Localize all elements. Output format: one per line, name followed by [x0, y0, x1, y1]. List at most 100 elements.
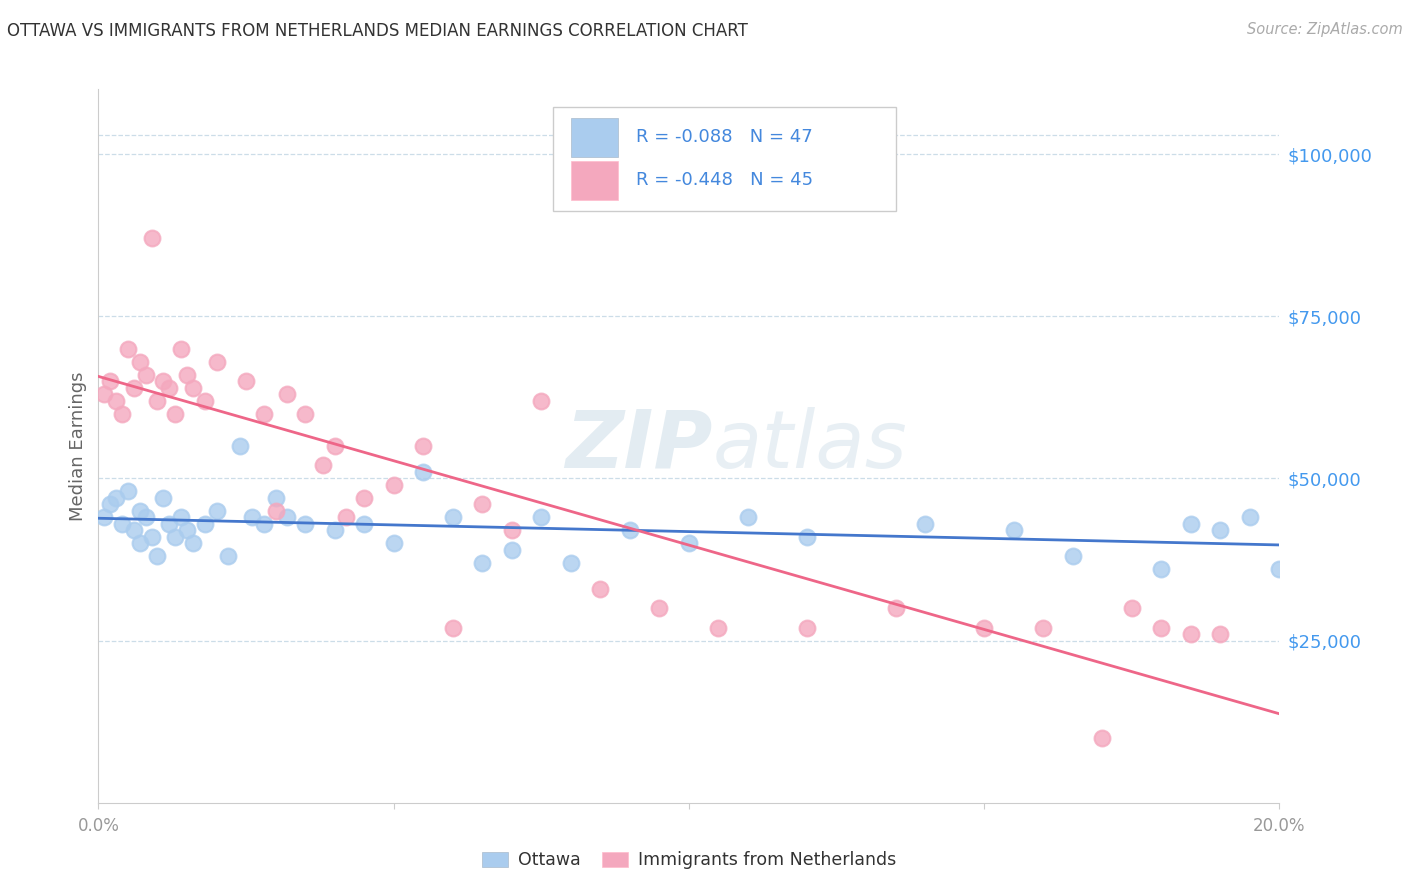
Point	[217, 549, 239, 564]
Point	[619, 524, 641, 538]
Point	[796, 621, 818, 635]
Point	[157, 381, 180, 395]
Point	[412, 439, 434, 453]
Text: ZIP: ZIP	[565, 407, 713, 485]
Point	[796, 530, 818, 544]
Point	[146, 393, 169, 408]
Point	[530, 393, 553, 408]
Point	[1062, 549, 1084, 564]
Point	[235, 374, 257, 388]
Point	[98, 374, 121, 388]
Point	[737, 510, 759, 524]
Point	[973, 621, 995, 635]
Point	[141, 530, 163, 544]
Point	[678, 536, 700, 550]
Point	[170, 510, 193, 524]
Point	[1180, 516, 1202, 531]
Point	[353, 491, 375, 505]
Point	[117, 484, 139, 499]
FancyBboxPatch shape	[553, 107, 896, 211]
Point	[441, 510, 464, 524]
Point	[323, 439, 346, 453]
Point	[170, 342, 193, 356]
Point	[253, 407, 276, 421]
Point	[312, 458, 335, 473]
Point	[152, 491, 174, 505]
Point	[253, 516, 276, 531]
Point	[382, 536, 405, 550]
Point	[648, 601, 671, 615]
Point	[1091, 731, 1114, 745]
Legend: Ottawa, Immigrants from Netherlands: Ottawa, Immigrants from Netherlands	[475, 845, 903, 876]
Point	[884, 601, 907, 615]
FancyBboxPatch shape	[571, 161, 619, 200]
Point	[471, 556, 494, 570]
Point	[181, 381, 204, 395]
Point	[181, 536, 204, 550]
Point	[105, 393, 128, 408]
Point	[382, 478, 405, 492]
Point	[141, 231, 163, 245]
Point	[1121, 601, 1143, 615]
Point	[501, 524, 523, 538]
Point	[240, 510, 263, 524]
Point	[128, 536, 150, 550]
Point	[294, 516, 316, 531]
Point	[589, 582, 612, 596]
Point	[152, 374, 174, 388]
Point	[135, 510, 157, 524]
Point	[1209, 627, 1232, 641]
Point	[323, 524, 346, 538]
Point	[264, 491, 287, 505]
Point	[111, 516, 134, 531]
Point	[194, 393, 217, 408]
Point	[176, 368, 198, 382]
Point	[157, 516, 180, 531]
Point	[353, 516, 375, 531]
Y-axis label: Median Earnings: Median Earnings	[69, 371, 87, 521]
Text: R = -0.088   N = 47: R = -0.088 N = 47	[636, 128, 813, 146]
Point	[128, 504, 150, 518]
Text: OTTAWA VS IMMIGRANTS FROM NETHERLANDS MEDIAN EARNINGS CORRELATION CHART: OTTAWA VS IMMIGRANTS FROM NETHERLANDS ME…	[7, 22, 748, 40]
Point	[914, 516, 936, 531]
Point	[707, 621, 730, 635]
Point	[441, 621, 464, 635]
Text: Source: ZipAtlas.com: Source: ZipAtlas.com	[1247, 22, 1403, 37]
Point	[98, 497, 121, 511]
Point	[205, 504, 228, 518]
Point	[93, 387, 115, 401]
Point	[276, 510, 298, 524]
Point	[1180, 627, 1202, 641]
Point	[1002, 524, 1025, 538]
Point	[501, 542, 523, 557]
Point	[111, 407, 134, 421]
Text: atlas: atlas	[713, 407, 907, 485]
Point	[165, 530, 187, 544]
Point	[530, 510, 553, 524]
Point	[205, 354, 228, 368]
Point	[93, 510, 115, 524]
Point	[560, 556, 582, 570]
Point	[276, 387, 298, 401]
Point	[117, 342, 139, 356]
Point	[128, 354, 150, 368]
Point	[105, 491, 128, 505]
Point	[335, 510, 357, 524]
Point	[229, 439, 252, 453]
FancyBboxPatch shape	[571, 118, 619, 157]
Point	[1032, 621, 1054, 635]
Point	[1150, 562, 1173, 576]
Point	[264, 504, 287, 518]
Point	[165, 407, 187, 421]
Point	[1150, 621, 1173, 635]
Point	[146, 549, 169, 564]
Point	[1268, 562, 1291, 576]
Point	[176, 524, 198, 538]
Text: R = -0.448   N = 45: R = -0.448 N = 45	[636, 171, 813, 189]
Point	[135, 368, 157, 382]
Point	[1209, 524, 1232, 538]
Point	[412, 465, 434, 479]
Point	[122, 381, 145, 395]
Point	[1239, 510, 1261, 524]
Point	[294, 407, 316, 421]
